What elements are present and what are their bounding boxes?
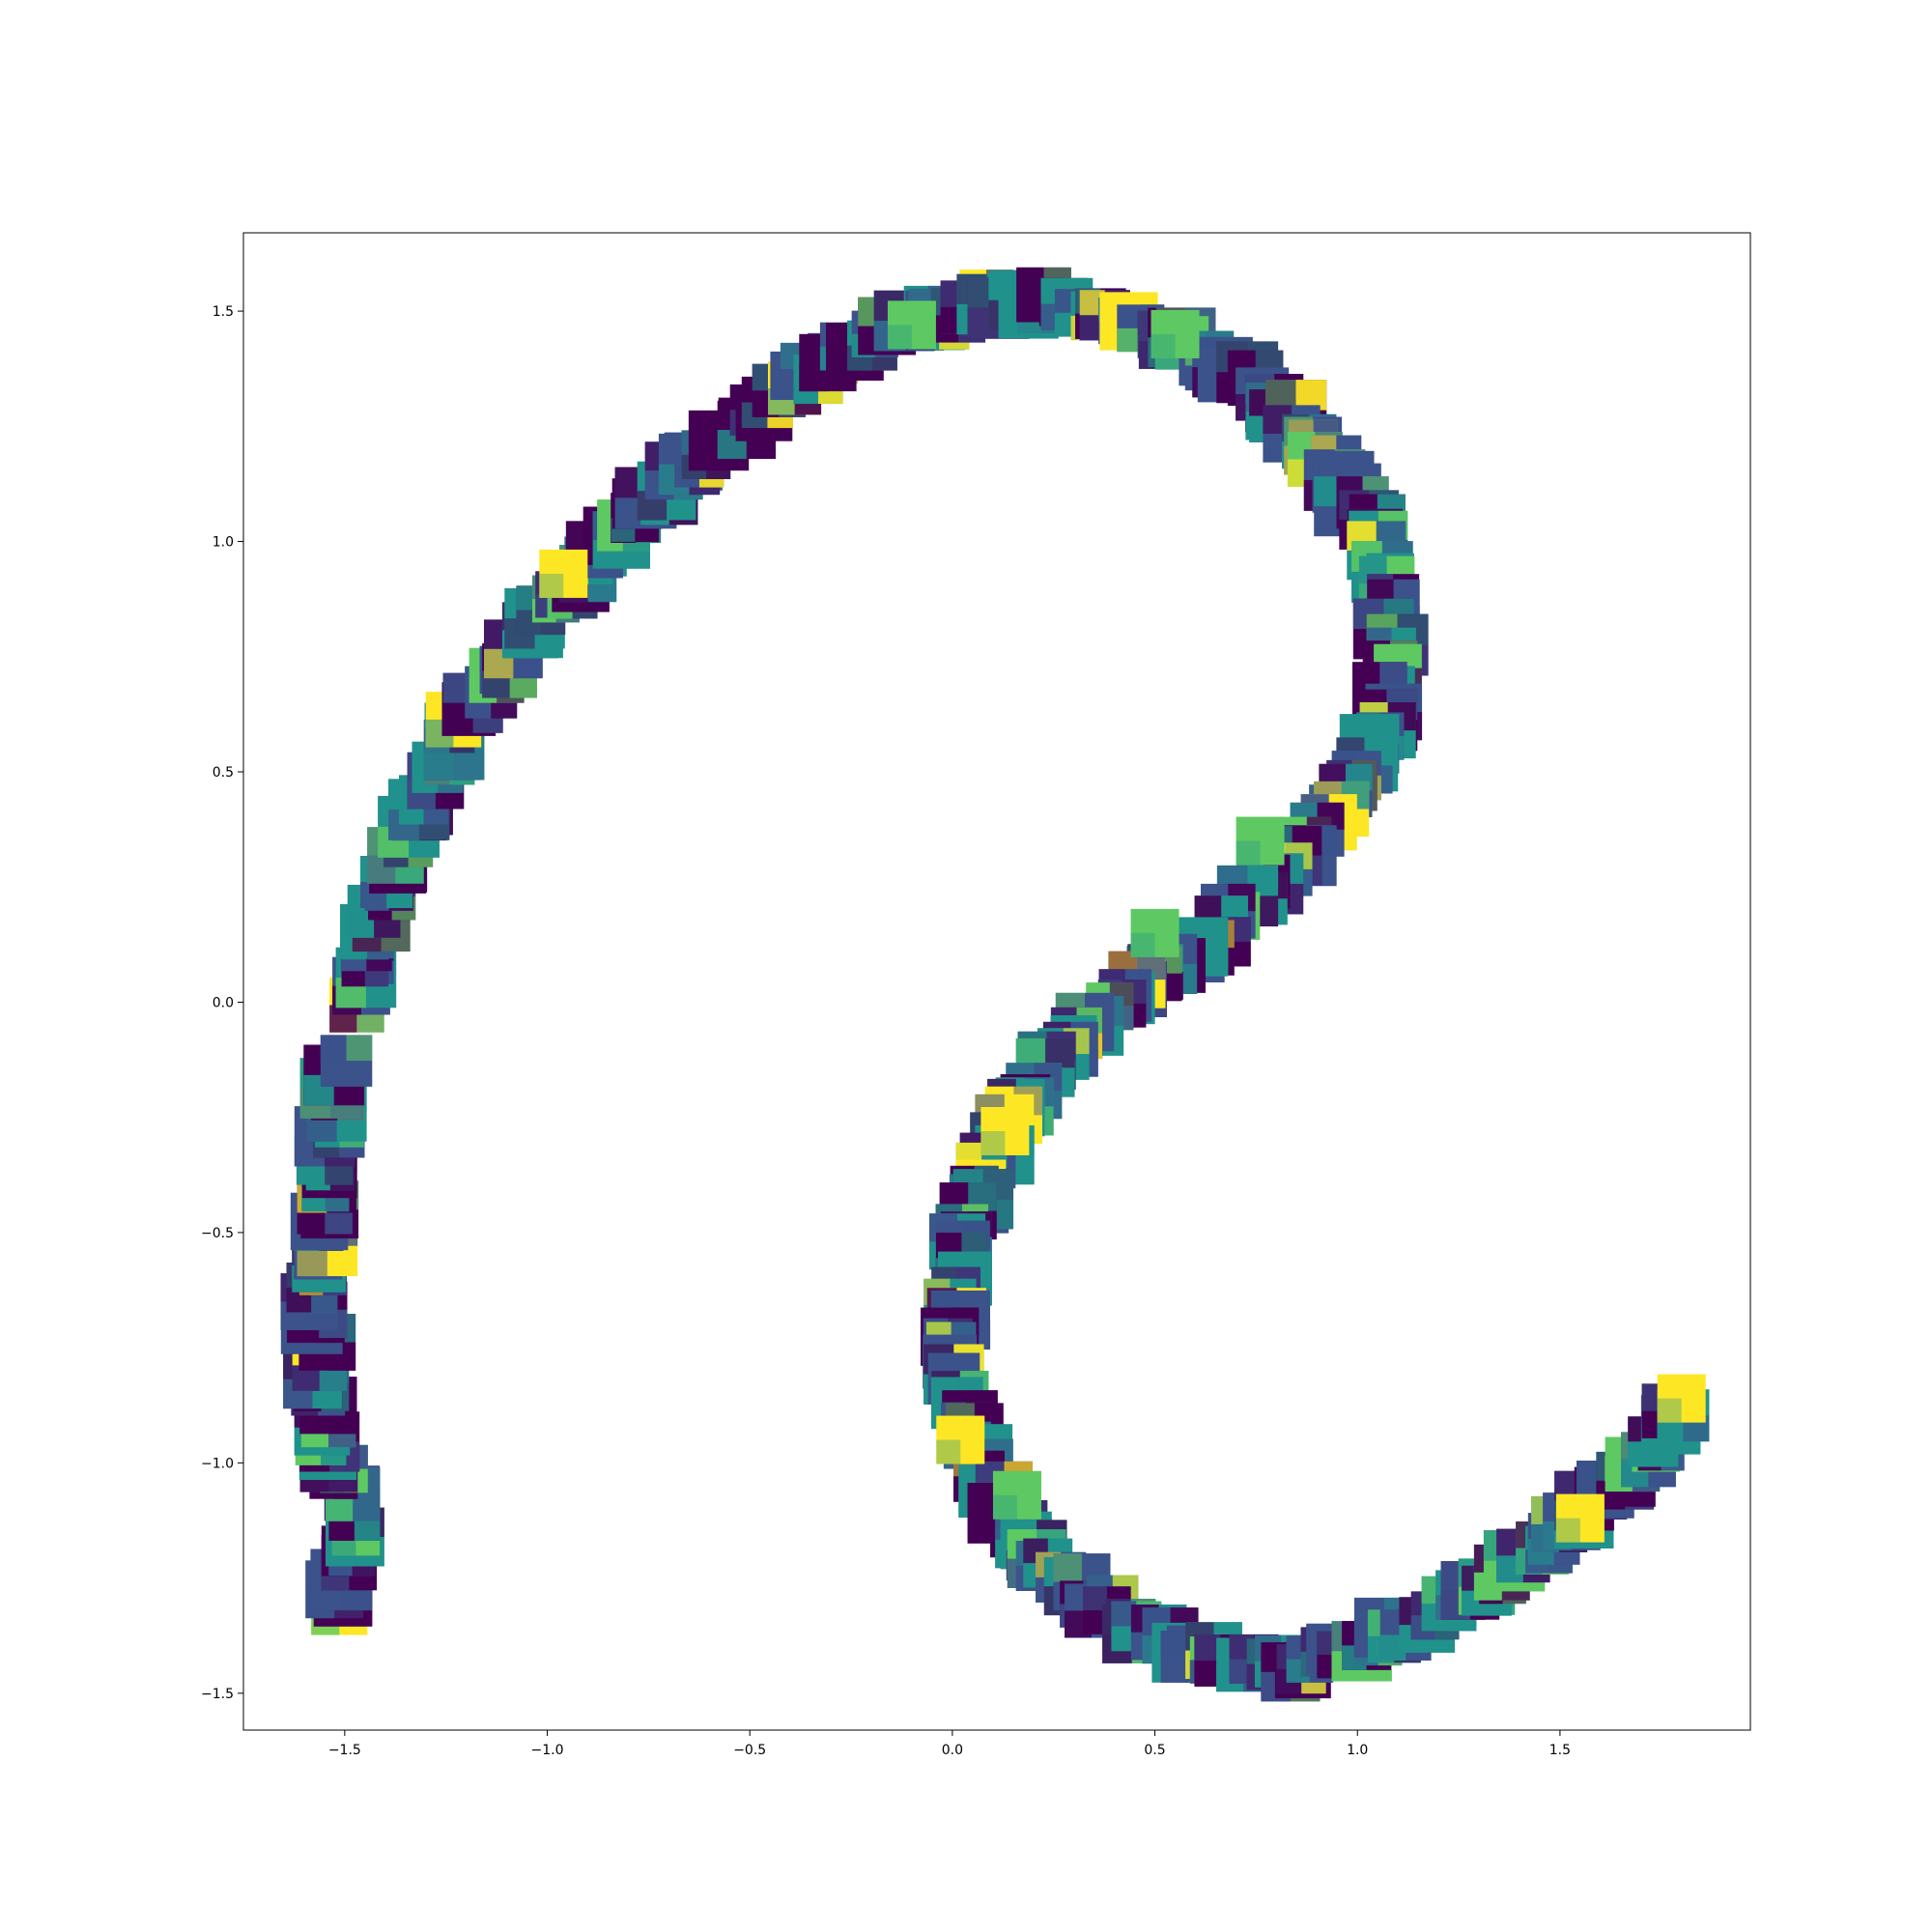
x-axis: −1.5 −1.0 −0.5 0.0 0.5 1.0 1.5 [328,1730,1571,1758]
y-axis: −1.5 −1.0 −0.5 0.0 0.5 1.0 1.5 [201,304,243,1702]
thumbnail-marker-bright [1236,816,1285,866]
x-tick-label: −0.5 [733,1743,766,1758]
thumbnail-marker-bright [992,1470,1041,1520]
x-tick-label: −1.5 [328,1743,361,1758]
plot-frame [242,232,1751,1731]
y-tick-label: −1.0 [201,1456,234,1471]
y-tick-label: 0.0 [213,995,234,1010]
thumbnail-marker-bright [936,1415,985,1464]
thumbnail-marker-bright [1555,1493,1605,1543]
thumbnail-marker-bright [1657,1374,1706,1423]
x-tick-label: 1.5 [1549,1743,1571,1758]
thumbnail-marker-bright [980,1107,1030,1155]
thumbnail-marker [320,1035,373,1087]
x-tick-label: −1.0 [531,1743,564,1758]
x-tick-label: 1.0 [1347,1743,1368,1758]
y-tick-label: 1.5 [213,304,234,320]
thumbnail-marker-bright [1130,908,1179,957]
thumbnail-marker-bright [539,549,588,598]
x-tick-label: 0.5 [1144,1743,1165,1758]
x-tick-label: 0.0 [942,1743,963,1758]
thumbnail-marker-bright [887,300,936,350]
y-tick-label: −0.5 [201,1226,234,1241]
y-tick-label: 0.5 [213,765,234,781]
y-tick-label: 1.0 [213,535,234,551]
y-tick-label: −1.5 [201,1687,234,1702]
scatter-thumbnails [280,267,1710,1702]
thumbnail-marker-bright [1151,309,1200,358]
